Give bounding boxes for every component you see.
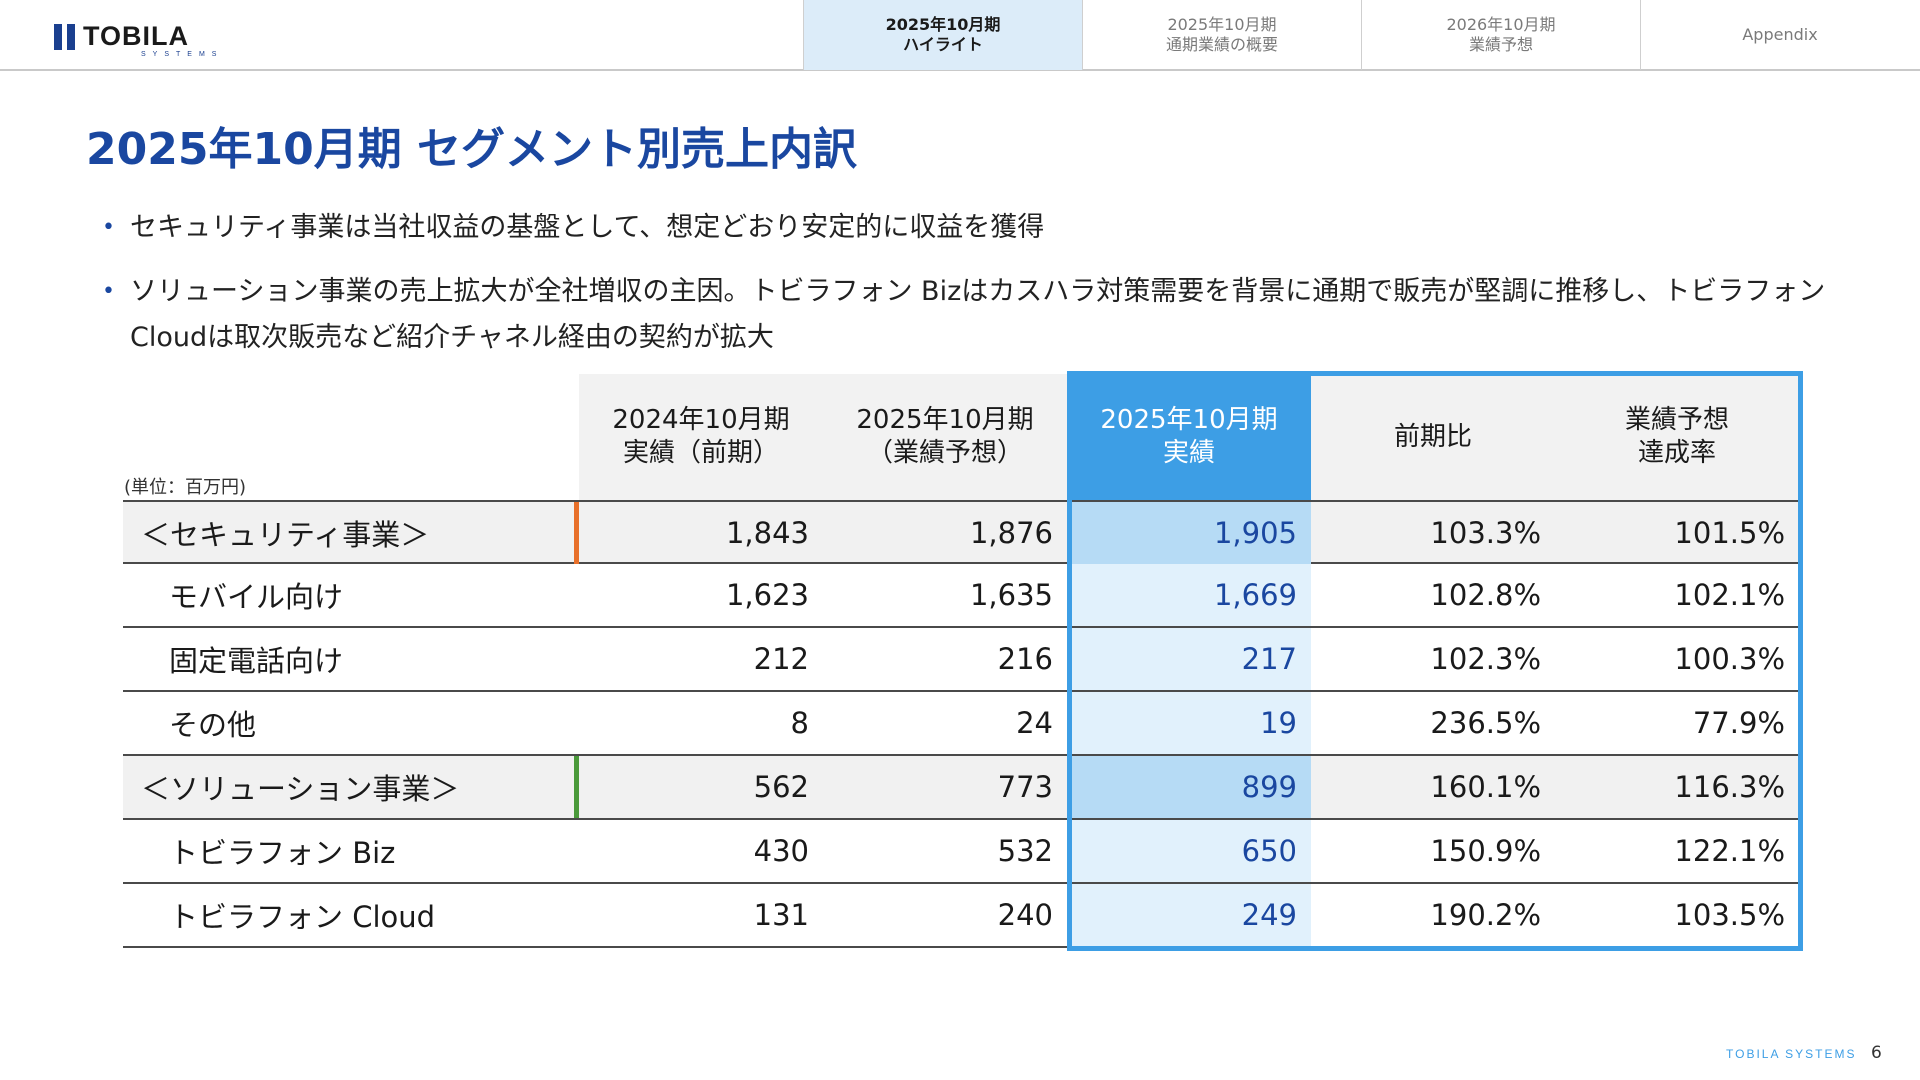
header-forecast: 2025年10月期 （業績予想） xyxy=(823,374,1067,500)
row-label: その他 xyxy=(169,708,257,742)
section-tabs: 2025年10月期 ハイライト 2025年10月期 通期業績の概要 2026年1… xyxy=(803,0,1919,70)
segment-marker xyxy=(574,756,579,818)
bullet-item: • ソリューション事業の売上拡大が全社増収の主因。トビラフォン Bizはカスハラ… xyxy=(100,269,1830,361)
table-cell: 1,876 xyxy=(969,516,1053,550)
row-label: モバイル向け xyxy=(169,580,344,614)
tab-forecast[interactable]: 2026年10月期 業績予想 xyxy=(1361,0,1640,70)
table-cell: 102.3% xyxy=(1430,642,1541,676)
table-row: 固定電話向け 212 216 217 102.3% 100.3% xyxy=(123,628,1799,692)
table-cell: 131 xyxy=(753,898,809,932)
unit-label: (単位：百万円) xyxy=(124,477,247,498)
row-label: 固定電話向け xyxy=(169,644,344,678)
table-cell: 150.9% xyxy=(1430,834,1541,868)
logo-text: TOBILA xyxy=(83,21,189,51)
table-cell: 103.3% xyxy=(1430,516,1541,550)
header-current-actual: 2025年10月期 実績 xyxy=(1067,374,1311,500)
row-label: ＜セキュリティ事業＞ xyxy=(123,502,579,564)
bullet-dot-icon: • xyxy=(102,279,115,304)
table-cell: 8 xyxy=(790,706,809,740)
tab-appendix[interactable]: Appendix xyxy=(1640,0,1919,70)
table-cell: 190.2% xyxy=(1430,898,1541,932)
table-cell: 532 xyxy=(997,834,1053,868)
table-cell: 101.5% xyxy=(1674,516,1785,550)
table-cell: 1,905 xyxy=(1067,502,1311,564)
bullet-text: ソリューション事業の売上拡大が全社増収の主因。トビラフォン Bizはカスハラ対策… xyxy=(130,276,1826,353)
table-cell: 650 xyxy=(1067,820,1311,882)
table-cell: 216 xyxy=(997,642,1053,676)
row-label: トビラフォン Biz xyxy=(169,836,396,870)
table-cell: 212 xyxy=(753,642,809,676)
table-cell: 899 xyxy=(1067,756,1311,818)
table-cell: 240 xyxy=(997,898,1053,932)
table-cell: 116.3% xyxy=(1674,770,1785,804)
table-cell: 103.5% xyxy=(1674,898,1785,932)
table-cell: 160.1% xyxy=(1430,770,1541,804)
table-cell: 1,669 xyxy=(1067,564,1311,626)
page-title: 2025年10月期 セグメント別売上内訳 xyxy=(86,124,858,175)
table-row: トビラフォン Biz 430 532 650 150.9% 122.1% xyxy=(123,820,1799,884)
table-cell: 249 xyxy=(1067,884,1311,946)
tab-full-year-overview[interactable]: 2025年10月期 通期業績の概要 xyxy=(1082,0,1361,70)
header-achievement-rate: 業績予想 達成率 xyxy=(1555,374,1799,500)
table-cell: 217 xyxy=(1067,628,1311,690)
table-row: その他 8 24 19 236.5% 77.9% xyxy=(123,692,1799,756)
header-yoy: 前期比 xyxy=(1311,374,1555,500)
header-prev-actual: 2024年10月期 実績（前期） xyxy=(579,374,823,500)
header-bar: TOBILA SYSTEMS 2025年10月期 ハイライト 2025年10月期… xyxy=(0,0,1920,71)
logo-mark-icon xyxy=(54,24,75,50)
row-label: ＜ソリューション事業＞ xyxy=(123,756,579,818)
table-row: モバイル向け 1,623 1,635 1,669 102.8% 102.1% xyxy=(123,564,1799,628)
table-cell: 102.8% xyxy=(1430,578,1541,612)
table-cell: 24 xyxy=(1016,706,1053,740)
row-label: トビラフォン Cloud xyxy=(169,900,436,934)
company-logo[interactable]: TOBILA SYSTEMS xyxy=(54,22,223,58)
bullet-text: セキュリティ事業は当社収益の基盤として、想定どおり安定的に収益を獲得 xyxy=(130,212,1045,243)
table-cell: 236.5% xyxy=(1430,706,1541,740)
table-cell: 100.3% xyxy=(1674,642,1785,676)
table-cell: 562 xyxy=(753,770,809,804)
summary-bullets: • セキュリティ事業は当社収益の基盤として、想定どおり安定的に収益を獲得 • ソ… xyxy=(100,205,1830,379)
logo-subtext: SYSTEMS xyxy=(141,51,224,58)
table-cell: 1,843 xyxy=(725,516,809,550)
table-row: ＜ソリューション事業＞ 562 773 899 160.1% 116.3% xyxy=(123,756,1799,820)
table-row: トビラフォン Cloud 131 240 249 190.2% 103.5% xyxy=(123,884,1799,948)
table-cell: 19 xyxy=(1067,692,1311,754)
bullet-item: • セキュリティ事業は当社収益の基盤として、想定どおり安定的に収益を獲得 xyxy=(100,205,1830,251)
table-row: ＜セキュリティ事業＞ 1,843 1,876 1,905 103.3% 101.5% xyxy=(123,500,1799,564)
table-cell: 122.1% xyxy=(1674,834,1785,868)
bullet-dot-icon: • xyxy=(102,215,115,240)
table-cell: 430 xyxy=(753,834,809,868)
table-cell: 1,623 xyxy=(725,578,809,612)
table-cell: 102.1% xyxy=(1674,578,1785,612)
table-cell: 77.9% xyxy=(1692,706,1785,740)
table-cell: 1,635 xyxy=(969,578,1053,612)
tab-highlights[interactable]: 2025年10月期 ハイライト xyxy=(803,0,1082,70)
table-cell: 773 xyxy=(997,770,1053,804)
footer-brand: TOBILA SYSTEMS xyxy=(1726,1047,1857,1061)
page-number: 6 xyxy=(1871,1043,1882,1063)
segment-marker xyxy=(574,502,579,564)
table-header: 2024年10月期 実績（前期） 2025年10月期 （業績予想） 2025年1… xyxy=(579,374,1799,500)
